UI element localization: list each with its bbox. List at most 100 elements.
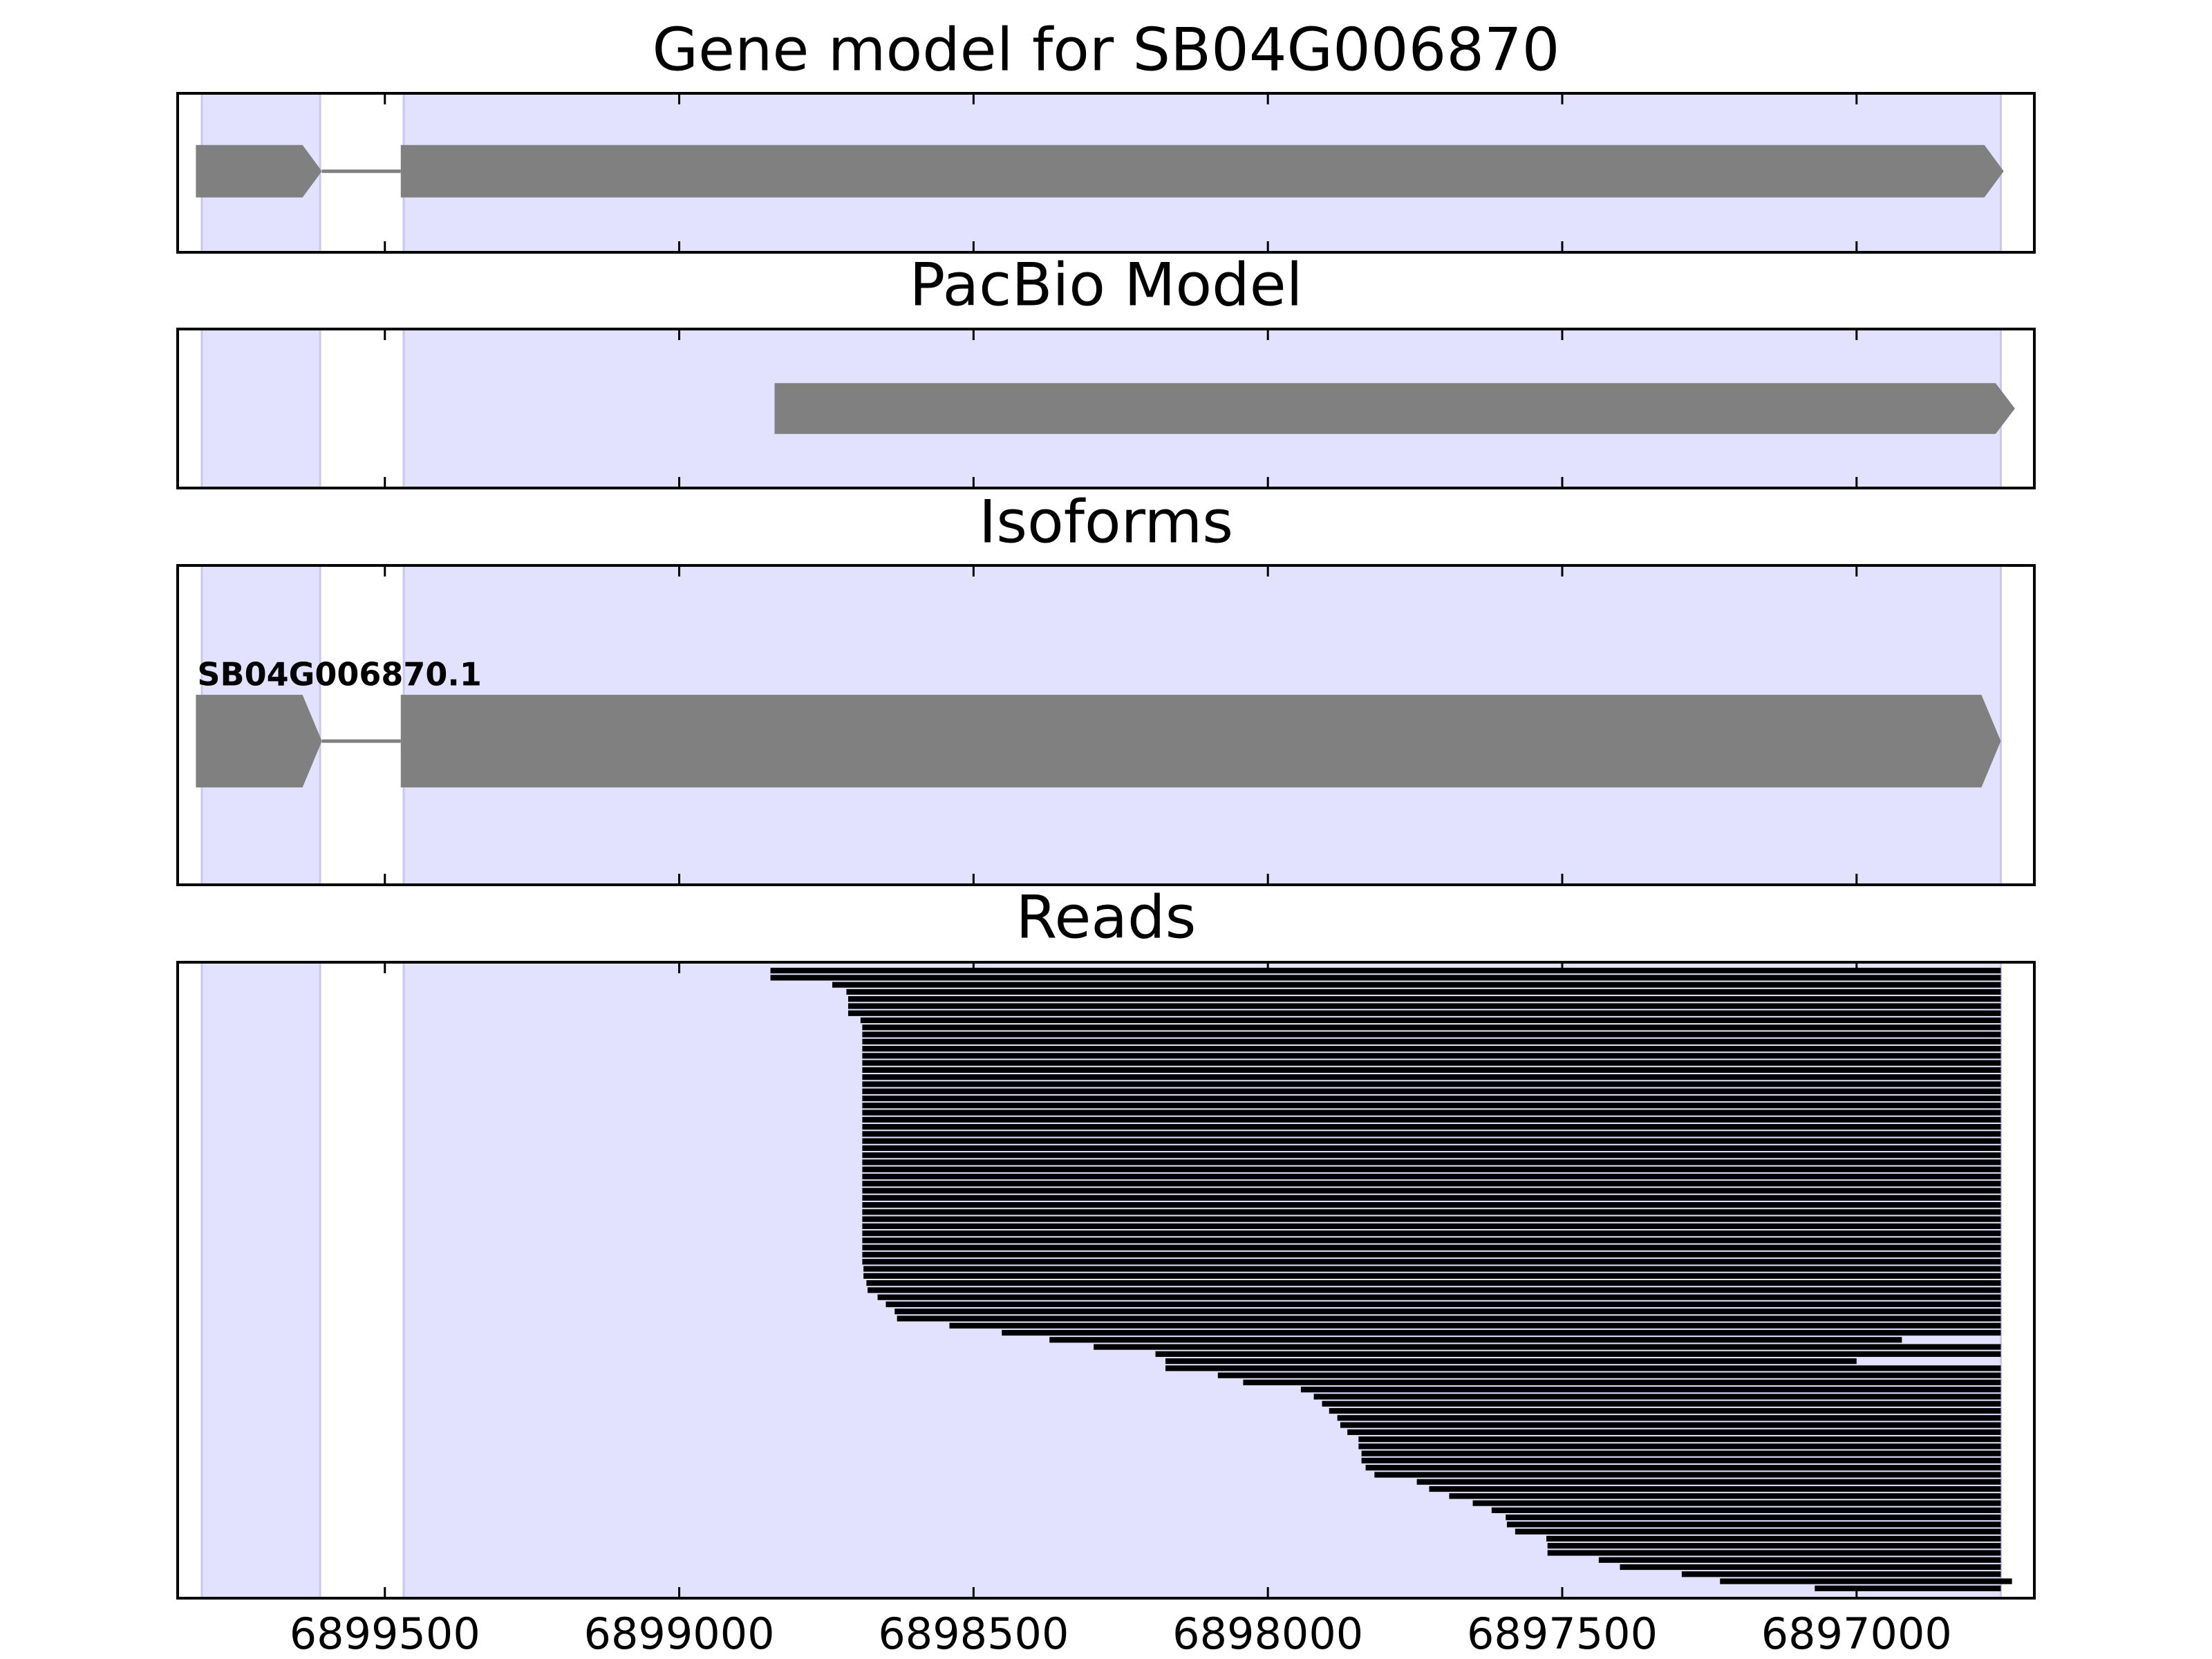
read xyxy=(862,1166,2001,1172)
read xyxy=(1506,1515,2001,1521)
read xyxy=(862,1046,2001,1052)
read xyxy=(862,1159,2001,1165)
read xyxy=(862,1060,2001,1066)
read xyxy=(862,1116,2001,1123)
read xyxy=(862,1124,2001,1130)
read xyxy=(1347,1429,2001,1435)
read xyxy=(1165,1358,1857,1365)
panel-title: PacBio Model xyxy=(909,250,1302,319)
read xyxy=(1300,1387,2001,1393)
read xyxy=(1337,1415,2001,1421)
read xyxy=(862,1237,2001,1244)
exon xyxy=(196,695,322,788)
read xyxy=(1329,1407,2001,1414)
read xyxy=(1243,1379,2001,1386)
read xyxy=(1165,1365,2001,1371)
x-tick-label: 6898500 xyxy=(878,1609,1069,1659)
read xyxy=(1429,1485,2001,1492)
read xyxy=(862,1031,2001,1038)
read xyxy=(862,1152,2001,1159)
x-tick-label: 6897000 xyxy=(1761,1609,1952,1659)
panel-title: Gene model for SB04G006870 xyxy=(653,15,1560,84)
read xyxy=(862,1053,2001,1059)
read xyxy=(862,1259,2001,1265)
read xyxy=(862,1173,2001,1180)
read xyxy=(1598,1557,2001,1563)
read xyxy=(1515,1528,2001,1535)
read xyxy=(862,1067,2001,1074)
read xyxy=(862,1194,2001,1201)
read xyxy=(862,1251,2001,1258)
read xyxy=(1374,1472,2001,1478)
read xyxy=(862,1188,2001,1194)
read xyxy=(1155,1351,2001,1357)
read xyxy=(862,1074,2001,1080)
read xyxy=(862,1209,2001,1215)
read xyxy=(862,1223,2001,1230)
read xyxy=(1681,1571,2001,1577)
read xyxy=(866,1280,2001,1286)
read xyxy=(1620,1564,2001,1571)
read xyxy=(862,1103,2001,1109)
read xyxy=(949,1322,2001,1329)
read xyxy=(1322,1400,2001,1407)
read xyxy=(868,1287,2001,1293)
exon xyxy=(400,144,2004,198)
read xyxy=(847,996,2001,1002)
read xyxy=(770,968,2001,974)
read xyxy=(862,1181,2001,1187)
isoform-label: SB04G006870.1 xyxy=(197,656,481,693)
read xyxy=(862,1202,2001,1208)
read xyxy=(1815,1585,2001,1591)
read xyxy=(862,1230,2001,1237)
read xyxy=(1002,1329,2001,1336)
plot-frame xyxy=(176,564,2036,886)
read xyxy=(860,1017,2001,1024)
read xyxy=(862,1138,2001,1144)
x-tick-label: 6899500 xyxy=(290,1609,480,1659)
read xyxy=(1358,1436,2001,1443)
read xyxy=(862,1145,2001,1152)
read xyxy=(862,1038,2001,1044)
read xyxy=(1361,1457,2001,1464)
plot-frame xyxy=(176,961,2036,1600)
exon-highlight xyxy=(200,328,321,489)
plot-frame xyxy=(176,328,2036,489)
x-tick-label: 6898000 xyxy=(1172,1609,1363,1659)
read xyxy=(1491,1507,2001,1513)
read xyxy=(862,1109,2001,1116)
read xyxy=(897,1315,2001,1322)
read xyxy=(846,988,2001,995)
read xyxy=(1094,1344,2001,1350)
exon xyxy=(400,695,2001,788)
read xyxy=(877,1294,2001,1300)
read xyxy=(862,1216,2001,1222)
read xyxy=(863,1273,2001,1279)
read xyxy=(1217,1372,2001,1378)
read xyxy=(862,1095,2001,1102)
read xyxy=(862,1024,2001,1031)
read xyxy=(1449,1493,2001,1499)
read xyxy=(1720,1578,2012,1584)
panel-title: Isoforms xyxy=(979,487,1233,556)
read xyxy=(1416,1479,2001,1485)
plot-frame xyxy=(176,92,2036,254)
read xyxy=(862,1131,2001,1137)
read xyxy=(862,1088,2001,1094)
read xyxy=(1365,1465,2001,1471)
read xyxy=(1358,1443,2001,1450)
read xyxy=(832,982,2001,988)
read xyxy=(1472,1500,2001,1506)
x-tick-label: 6899000 xyxy=(584,1609,775,1659)
exon xyxy=(774,383,2015,434)
read xyxy=(894,1309,2001,1315)
read xyxy=(1049,1337,1902,1343)
read xyxy=(847,1003,2001,1009)
read xyxy=(863,1266,2001,1272)
exon-highlight xyxy=(200,961,321,1600)
read xyxy=(885,1301,2001,1308)
read xyxy=(1546,1535,2001,1542)
panel-title: Reads xyxy=(1016,883,1197,952)
read xyxy=(862,1244,2001,1250)
